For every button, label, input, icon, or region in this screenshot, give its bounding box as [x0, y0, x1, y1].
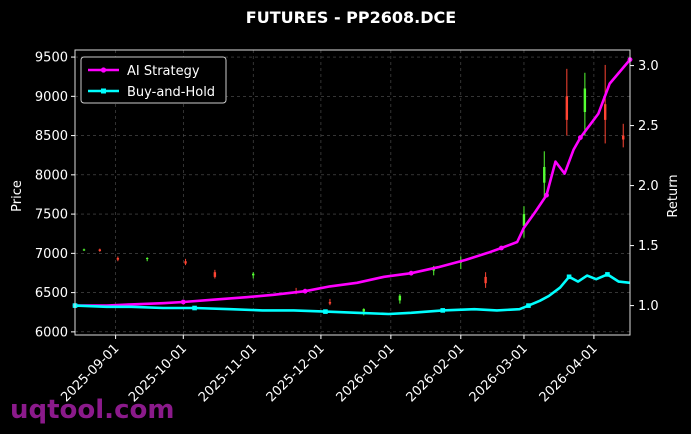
plot-frame — [74, 49, 631, 336]
y-tick-label-right-2: 2.0 — [638, 179, 659, 194]
series-line-buy-and-hold — [74, 273, 631, 316]
candle-body-11 — [432, 269, 435, 271]
legend-label-buy-and-hold: Buy-and-Hold — [127, 85, 215, 100]
y-tick-label-right-1: 1.5 — [638, 239, 659, 254]
candle-body-18 — [603, 104, 607, 120]
y-tick-label-left-4: 8000 — [35, 168, 68, 183]
candle-body-17 — [583, 88, 587, 113]
series-point-buy-and-hold-8 — [323, 309, 328, 314]
candle-body-3 — [145, 258, 149, 260]
y-tick-label-left-6: 9000 — [35, 90, 68, 105]
series-point-ai-strategy-16 — [499, 245, 504, 251]
chart-title: FUTURES - PP2608.DCE — [246, 8, 456, 27]
candle-body-0 — [82, 249, 86, 251]
y-tick-label-left-2: 7000 — [35, 247, 68, 262]
candle-body-2 — [116, 258, 120, 260]
candle-body-10 — [398, 295, 402, 301]
y-axis-label-left: Price — [10, 180, 25, 212]
series-point-ai-strategy-4 — [180, 299, 186, 305]
series-point-buy-and-hold-20 — [566, 274, 572, 280]
y-axis-label-right: Return — [666, 174, 681, 217]
series-line-ai-strategy — [75, 58, 631, 307]
candle-body-5 — [213, 272, 217, 277]
candle-body-1 — [98, 249, 102, 251]
candle-body-4 — [184, 261, 187, 264]
series-point-buy-and-hold-24 — [605, 272, 610, 277]
series-point-ai-strategy-8 — [302, 288, 308, 294]
y-tick-label-right-0: 1.0 — [638, 299, 659, 314]
candle-body-8 — [328, 302, 332, 304]
y-tick-label-right-3: 2.5 — [638, 119, 659, 134]
series-point-buy-and-hold-16 — [526, 303, 531, 308]
series-point-buy-and-hold-12 — [440, 308, 446, 313]
candle-body-6 — [252, 273, 255, 276]
y-tick-label-left-5: 8500 — [35, 129, 68, 144]
y-tick-label-left-1: 6500 — [35, 286, 68, 301]
legend: AI Strategy Buy-and-Hold — [80, 56, 227, 104]
candle-body-15 — [543, 166, 546, 183]
series-point-buy-and-hold-4 — [192, 305, 197, 311]
y-tick-label-left-7: 9500 — [35, 51, 68, 66]
legend-marker-buy-and-hold — [101, 88, 106, 94]
watermark: uqtool.com — [10, 395, 174, 425]
candle-body-19 — [622, 135, 625, 140]
candle-body-14 — [522, 214, 526, 226]
series-point-ai-strategy-24 — [577, 135, 583, 141]
y-tick-label-right-4: 3.0 — [638, 59, 659, 74]
candle-body-13 — [484, 276, 487, 284]
legend-label-ai-strategy: AI Strategy — [127, 64, 200, 79]
series-point-ai-strategy-12 — [408, 270, 414, 276]
y-tick-label-left-3: 7500 — [35, 208, 68, 223]
legend-marker-ai-strategy — [100, 67, 107, 73]
candle-body-16 — [565, 96, 569, 120]
y-tick-label-left-0: 6000 — [35, 325, 68, 340]
candle-body-9 — [362, 309, 365, 312]
series-point-ai-strategy-20 — [544, 192, 549, 198]
